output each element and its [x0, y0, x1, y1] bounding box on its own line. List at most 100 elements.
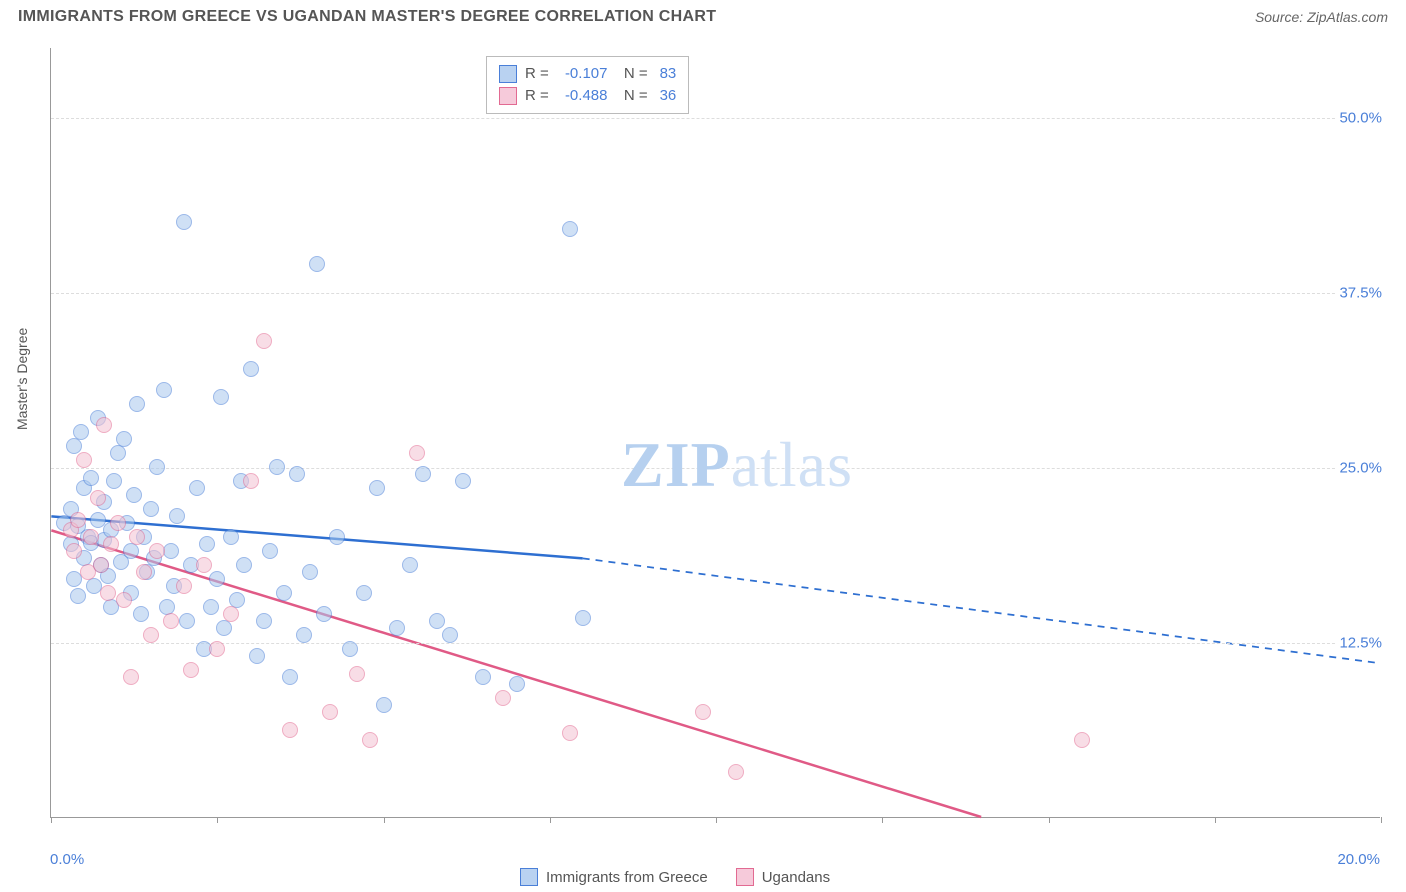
- y-tick-label: 50.0%: [1335, 110, 1382, 127]
- data-point: [83, 529, 99, 545]
- data-point: [256, 333, 272, 349]
- data-point: [90, 490, 106, 506]
- data-point: [176, 214, 192, 230]
- data-point: [100, 585, 116, 601]
- data-point: [66, 438, 82, 454]
- x-tick: [882, 817, 883, 823]
- x-tick: [1049, 817, 1050, 823]
- data-point: [296, 627, 312, 643]
- data-point: [189, 480, 205, 496]
- legend-item-greece: Immigrants from Greece: [520, 868, 708, 886]
- data-point: [276, 585, 292, 601]
- data-point: [156, 382, 172, 398]
- data-point: [149, 459, 165, 475]
- legend-item-ugandans: Ugandans: [736, 868, 830, 886]
- swatch-greece-icon: [520, 868, 538, 886]
- data-point: [349, 666, 365, 682]
- x-tick: [1381, 817, 1382, 823]
- legend-r-greece: -0.107: [565, 63, 608, 85]
- data-point: [143, 627, 159, 643]
- gridline: [51, 468, 1380, 469]
- data-point: [73, 424, 89, 440]
- data-point: [70, 588, 86, 604]
- x-axis-min-label: 0.0%: [50, 851, 84, 868]
- data-point: [282, 669, 298, 685]
- x-tick: [1215, 817, 1216, 823]
- x-axis-max-label: 20.0%: [1337, 851, 1380, 868]
- data-point: [256, 613, 272, 629]
- data-point: [103, 536, 119, 552]
- data-point: [83, 470, 99, 486]
- watermark-atlas: atlas: [731, 429, 853, 500]
- y-tick-label: 37.5%: [1335, 285, 1382, 302]
- data-point: [415, 466, 431, 482]
- data-point: [126, 487, 142, 503]
- data-point: [442, 627, 458, 643]
- data-point: [143, 501, 159, 517]
- legend-r-label: R =: [525, 63, 553, 85]
- data-point: [169, 508, 185, 524]
- data-point: [129, 396, 145, 412]
- data-point: [369, 480, 385, 496]
- legend-n-label: N =: [615, 85, 647, 107]
- swatch-greece: [499, 65, 517, 83]
- data-point: [236, 557, 252, 573]
- y-tick-label: 12.5%: [1335, 635, 1382, 652]
- data-point: [136, 564, 152, 580]
- data-point: [213, 389, 229, 405]
- data-point: [249, 648, 265, 664]
- data-point: [93, 557, 109, 573]
- data-point: [509, 676, 525, 692]
- data-point: [123, 669, 139, 685]
- data-point: [129, 529, 145, 545]
- legend-n-greece: 83: [660, 63, 677, 85]
- legend-r-ugandans: -0.488: [565, 85, 608, 107]
- data-point: [223, 529, 239, 545]
- data-point: [389, 620, 405, 636]
- data-point: [575, 610, 591, 626]
- data-point: [356, 585, 372, 601]
- data-point: [376, 697, 392, 713]
- watermark-zip: ZIP: [621, 429, 731, 500]
- chart-source: Source: ZipAtlas.com: [1255, 9, 1388, 25]
- data-point: [176, 578, 192, 594]
- gridline: [51, 293, 1380, 294]
- data-point: [562, 725, 578, 741]
- correlation-legend: R = -0.107 N = 83 R = -0.488 N = 36: [486, 56, 689, 114]
- data-point: [76, 452, 92, 468]
- swatch-ugandans-icon: [736, 868, 754, 886]
- data-point: [1074, 732, 1090, 748]
- data-point: [243, 361, 259, 377]
- data-point: [209, 571, 225, 587]
- data-point: [728, 764, 744, 780]
- y-tick-label: 25.0%: [1335, 460, 1382, 477]
- data-point: [110, 515, 126, 531]
- legend-row-ugandans: R = -0.488 N = 36: [499, 85, 676, 107]
- data-point: [163, 613, 179, 629]
- data-point: [362, 732, 378, 748]
- data-point: [243, 473, 259, 489]
- x-tick: [550, 817, 551, 823]
- data-point: [110, 445, 126, 461]
- chart-header: IMMIGRANTS FROM GREECE VS UGANDAN MASTER…: [0, 0, 1406, 30]
- data-point: [123, 543, 139, 559]
- data-point: [116, 592, 132, 608]
- data-point: [106, 473, 122, 489]
- data-point: [409, 445, 425, 461]
- data-point: [70, 512, 86, 528]
- data-point: [495, 690, 511, 706]
- data-point: [289, 466, 305, 482]
- legend-r-label: R =: [525, 85, 553, 107]
- data-point: [309, 256, 325, 272]
- data-point: [302, 564, 318, 580]
- data-point: [269, 459, 285, 475]
- data-point: [322, 704, 338, 720]
- swatch-ugandans: [499, 87, 517, 105]
- x-tick: [716, 817, 717, 823]
- data-point: [149, 543, 165, 559]
- data-point: [66, 543, 82, 559]
- data-point: [402, 557, 418, 573]
- data-point: [562, 221, 578, 237]
- data-point: [695, 704, 711, 720]
- data-point: [262, 543, 278, 559]
